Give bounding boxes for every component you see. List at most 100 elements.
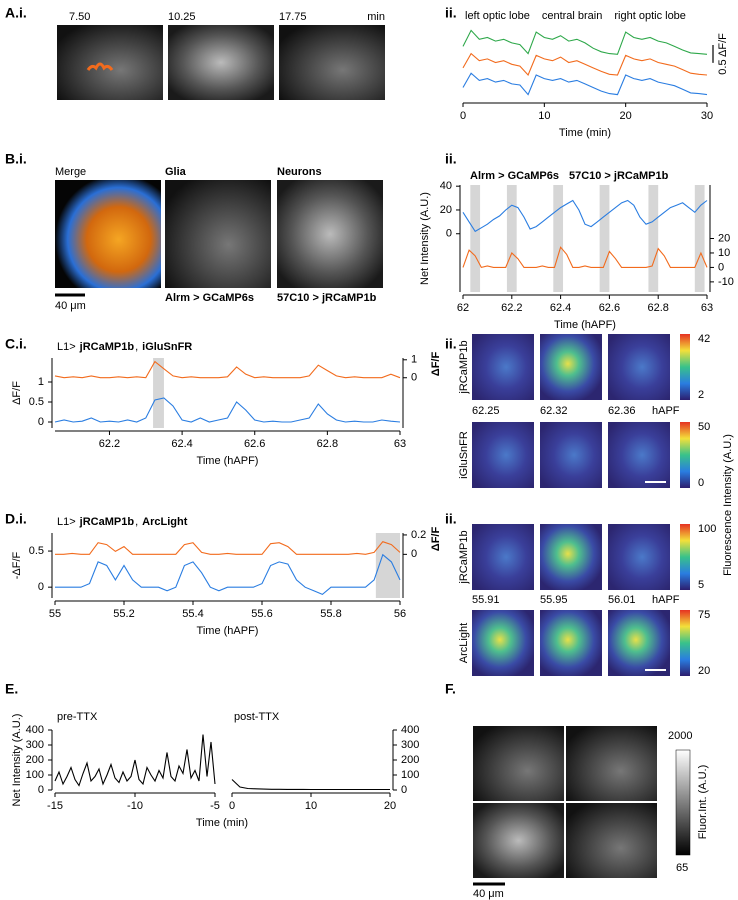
microscopy-image xyxy=(168,25,274,100)
y-axis-label: ΔF/F xyxy=(11,381,23,405)
chart-title: post-TTX xyxy=(234,711,280,723)
data-line xyxy=(462,199,708,233)
x-tick-label: 0 xyxy=(229,800,235,812)
time-label: 62.25 xyxy=(472,405,500,417)
y-tick-label: 400 xyxy=(26,724,44,736)
shaded-region xyxy=(553,185,564,292)
shaded-region xyxy=(599,185,610,292)
panel-label: C.i. xyxy=(5,336,27,352)
data-line xyxy=(462,52,708,77)
x-tick-label: 56 xyxy=(394,608,406,620)
y-tick-label: 0.5 xyxy=(29,396,44,408)
microscopy-image xyxy=(57,25,163,100)
x-axis-label: Time (min) xyxy=(559,127,611,139)
shaded-region xyxy=(153,358,164,428)
x-tick-label: 62.4 xyxy=(550,302,571,314)
x-tick-label: 63 xyxy=(701,302,713,314)
microscopy-image xyxy=(472,524,534,590)
y-tick-label: 100 xyxy=(26,769,44,781)
microscopy-image xyxy=(279,25,385,100)
colorbar-max: 42 xyxy=(698,333,710,345)
x-tick-label: -15 xyxy=(47,800,63,812)
x-tick-label: 30 xyxy=(701,110,713,122)
image-caption: Alrm > GCaMP6s xyxy=(165,292,254,304)
colorbar-max: 75 xyxy=(698,609,710,621)
y-tick-label: 0.2 xyxy=(411,529,426,541)
legend-entry: Alrm > GCaMP6s xyxy=(470,170,559,182)
colorbar xyxy=(680,524,690,590)
y-tick-label: 0 xyxy=(401,784,407,796)
y-tick-label: 100 xyxy=(401,769,419,781)
x-tick-label: 62.6 xyxy=(599,302,620,314)
y-tick-label: 40 xyxy=(440,180,452,192)
microscopy-image xyxy=(540,334,602,400)
x-tick-label: 62.4 xyxy=(171,438,192,450)
data-line xyxy=(231,779,390,791)
data-line xyxy=(54,734,216,787)
y-axis-label: Net Intensity (A.U.) xyxy=(419,192,431,285)
image-title: Neurons xyxy=(277,166,322,178)
legend-separator: , xyxy=(135,516,138,528)
y-tick-label: 0 xyxy=(446,228,452,240)
microscopy-image xyxy=(540,524,602,590)
y-tick-label: 0 xyxy=(38,581,44,593)
panel-label: F. xyxy=(445,681,456,697)
y-tick-label: 0 xyxy=(411,548,417,560)
x-tick-label: 63 xyxy=(394,438,406,450)
y-tick-label: 200 xyxy=(26,754,44,766)
scale-label: 40 μm xyxy=(55,300,86,312)
colorbar-min: 65 xyxy=(676,862,688,874)
colorbar-max: 2000 xyxy=(668,730,692,742)
legend-entry: jRCaMP1b xyxy=(79,341,135,353)
colorbar xyxy=(680,334,690,400)
time-label: 17.75 xyxy=(279,11,307,23)
legend-entry: central brain xyxy=(542,10,603,22)
panel-label: ii. xyxy=(445,151,457,167)
microscopy-image xyxy=(472,610,534,676)
microscopy-image xyxy=(608,524,670,590)
colorbar-label: Fluor.Int. (A.U.) xyxy=(697,765,709,840)
y-tick-label: 1 xyxy=(38,376,44,388)
microscopy-image xyxy=(165,180,271,288)
x-tick-label: 10 xyxy=(538,110,550,122)
legend-entry: right optic lobe xyxy=(614,10,686,22)
chart-title: L1> xyxy=(57,341,76,353)
shaded-region xyxy=(470,185,481,292)
x-tick-label: 55 xyxy=(49,608,61,620)
row-label: jRCaMP1b xyxy=(458,340,470,394)
microscopy-image xyxy=(55,180,161,288)
chart-title: pre-TTX xyxy=(57,711,98,723)
time-label: 55.91 xyxy=(472,594,500,606)
microscopy-image xyxy=(540,422,602,488)
x-axis-label: Time (hAPF) xyxy=(554,319,616,331)
shaded-region xyxy=(506,185,517,292)
x-tick-label: 62.8 xyxy=(647,302,668,314)
roi-bracket xyxy=(86,62,114,71)
colorbar-max: 50 xyxy=(698,421,710,433)
panel-label: ii. xyxy=(445,5,457,21)
y-tick-label: 0 xyxy=(718,261,724,273)
time-label: 55.95 xyxy=(540,594,568,606)
y-tick-label: 0 xyxy=(38,416,44,428)
scale-bar-label: 0.5 ΔF/F xyxy=(717,33,729,75)
colorbar xyxy=(680,422,690,488)
x-tick-label: 55.4 xyxy=(182,608,203,620)
legend-separator: , xyxy=(135,341,138,353)
x-tick-label: 62.2 xyxy=(501,302,522,314)
panel-label: ii. xyxy=(445,336,457,352)
microscopy-image xyxy=(473,803,564,878)
panel-label: ii. xyxy=(445,511,457,527)
colorbar-min: 5 xyxy=(698,579,704,591)
microscopy-image xyxy=(277,180,383,288)
y-tick-label: 10 xyxy=(718,247,730,259)
colorbar xyxy=(675,749,691,856)
colorbar xyxy=(680,610,690,676)
y-tick-label: -10 xyxy=(718,276,734,288)
shaded-region xyxy=(648,185,659,292)
microscopy-image xyxy=(566,803,657,878)
x-tick-label: 10 xyxy=(305,800,317,812)
y-tick-label: 0 xyxy=(38,784,44,796)
row-label: ArcLight xyxy=(458,623,470,663)
colorbar-min: 2 xyxy=(698,389,704,401)
colorbar-min: 0 xyxy=(698,477,704,489)
